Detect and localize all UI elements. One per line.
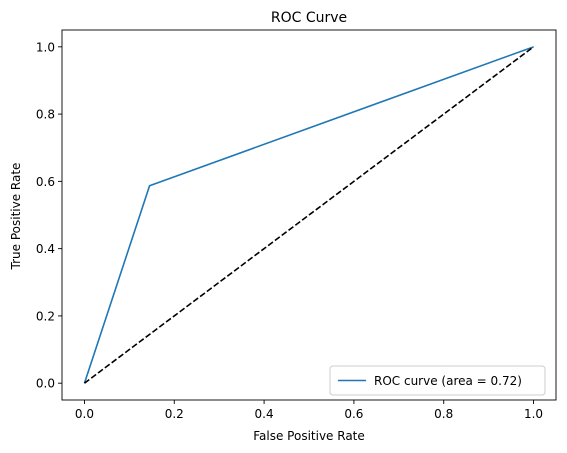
y-axis-label: True Positive Rate <box>9 163 23 271</box>
y-tick-label: 0.8 <box>36 108 55 122</box>
x-axis-label: False Positive Rate <box>253 429 365 443</box>
plot-area <box>61 29 557 401</box>
x-tick-label: 0.2 <box>165 407 184 421</box>
x-tick-label: 0.6 <box>344 407 363 421</box>
y-tick-label: 0.4 <box>36 242 55 256</box>
x-axis-ticks: 0.0 0.2 0.4 0.6 0.8 1.0 <box>75 400 543 421</box>
y-axis-ticks: 0.0 0.2 0.4 0.6 0.8 1.0 <box>36 40 62 391</box>
axes-frame <box>61 29 557 401</box>
x-tick-label: 1.0 <box>524 407 543 421</box>
y-tick-label: 0.6 <box>36 175 55 189</box>
x-tick-label: 0.4 <box>255 407 274 421</box>
x-tick-label: 0.8 <box>434 407 453 421</box>
y-tick-label: 0.0 <box>36 377 55 391</box>
chart-title: ROC Curve <box>271 10 347 26</box>
y-tick-label: 0.2 <box>36 309 55 323</box>
series-line-roc-curve <box>83 46 534 384</box>
legend-label-roc-curve: ROC curve (area = 0.72) <box>374 374 522 388</box>
x-tick-label: 0.0 <box>75 407 94 421</box>
y-tick-label: 1.0 <box>36 40 55 54</box>
legend-box <box>329 365 546 396</box>
legend: ROC curve (area = 0.72) <box>329 365 546 396</box>
series-line-diagonal-reference <box>83 46 535 384</box>
